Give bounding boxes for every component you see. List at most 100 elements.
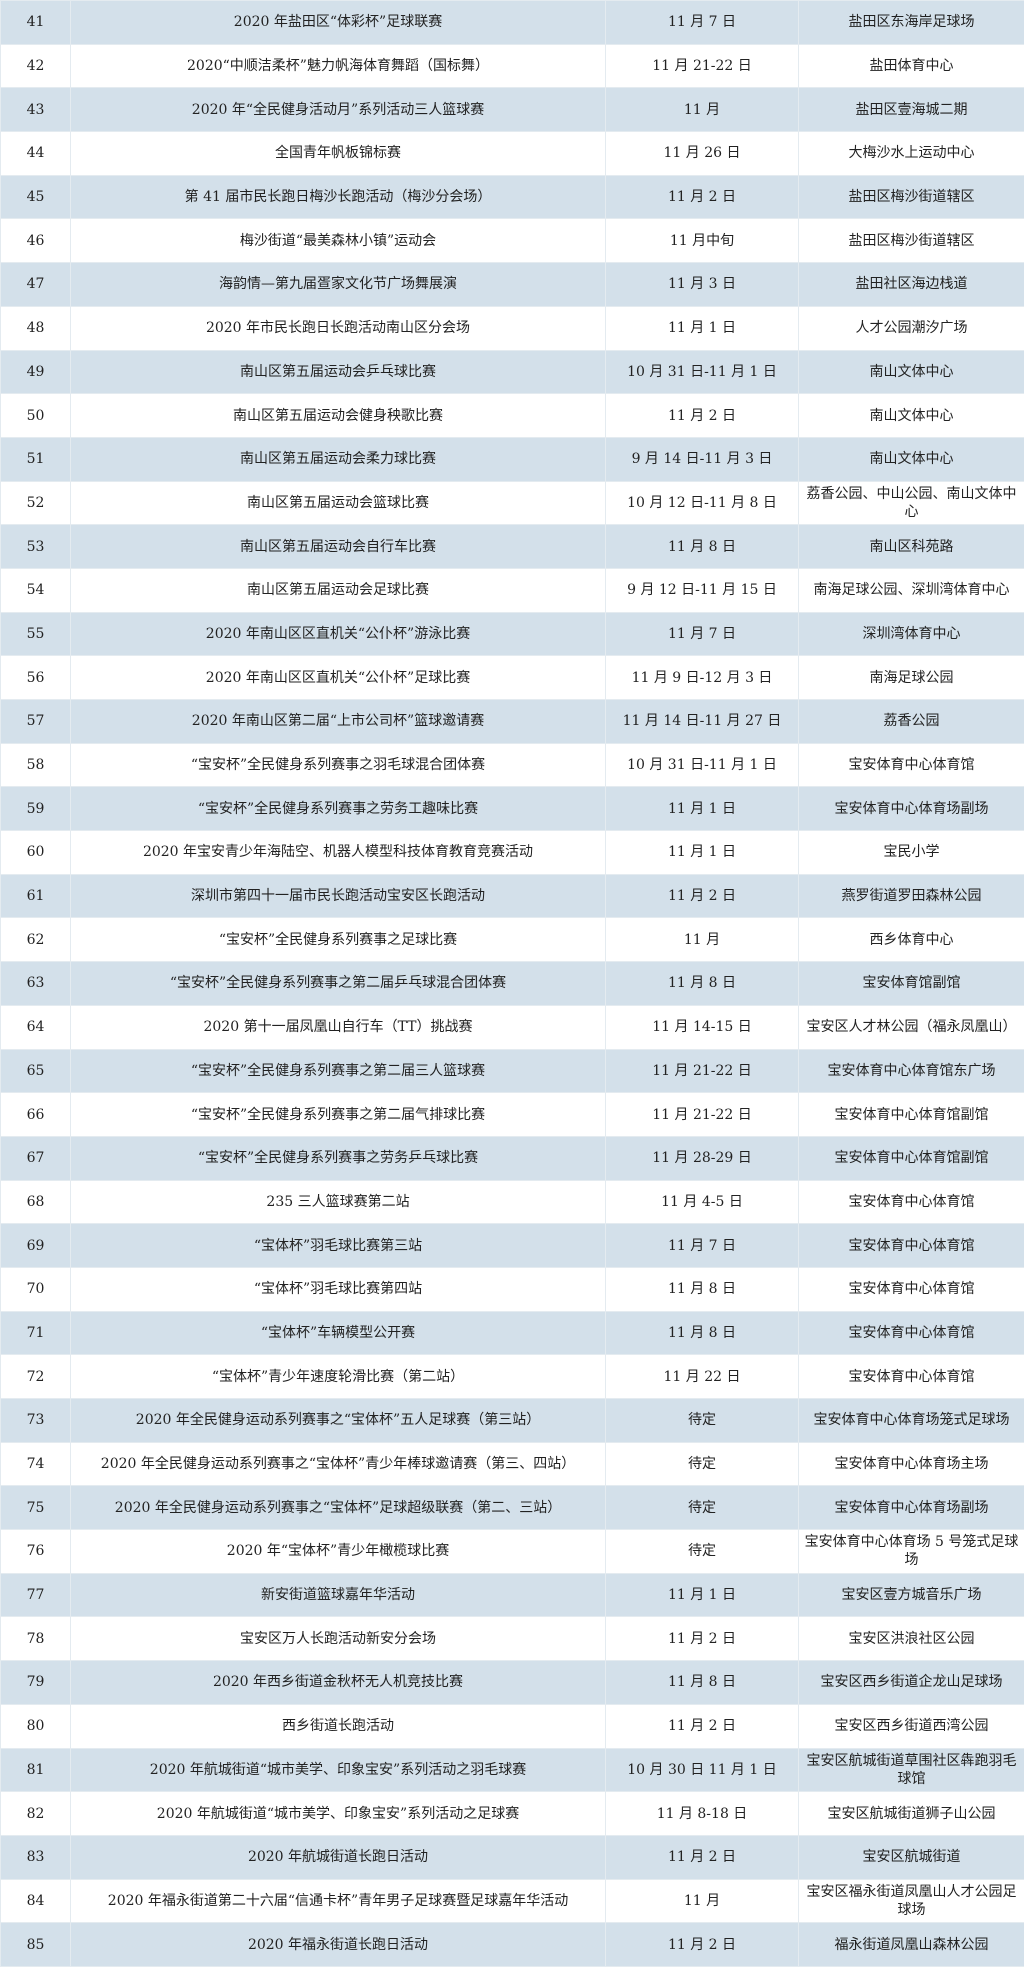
event-name: 南山区第五届运动会足球比赛 <box>71 568 606 612</box>
row-number: 42 <box>1 44 71 88</box>
row-number: 62 <box>1 918 71 962</box>
row-number: 78 <box>1 1617 71 1661</box>
row-number: 76 <box>1 1530 71 1574</box>
row-number: 45 <box>1 175 71 219</box>
event-name: 2020 年航城街道长跑日活动 <box>71 1835 606 1879</box>
event-date: 11 月 14-15 日 <box>606 1005 799 1049</box>
event-venue: 宝安体育中心体育馆 <box>799 1180 1024 1224</box>
event-date: 11 月 4-5 日 <box>606 1180 799 1224</box>
event-date: 9 月 12 日-11 月 15 日 <box>606 568 799 612</box>
event-name: 南山区第五届运动会柔力球比赛 <box>71 437 606 481</box>
event-date: 11 月 3 日 <box>606 263 799 307</box>
event-name: 2020 年“全民健身活动月”系列活动三人篮球赛 <box>71 88 606 132</box>
event-date: 待定 <box>606 1442 799 1486</box>
event-date: 11 月 <box>606 1879 799 1923</box>
event-name: 2020 年盐田区“体彩杯”足球联赛 <box>71 1 606 45</box>
row-number: 58 <box>1 743 71 787</box>
event-venue: 宝安体育中心体育馆 <box>799 743 1024 787</box>
event-name: 新安街道篮球嘉年华活动 <box>71 1573 606 1617</box>
row-number: 63 <box>1 962 71 1006</box>
event-name: 2020 年航城街道“城市美学、印象宝安”系列活动之足球赛 <box>71 1792 606 1836</box>
event-name: 海韵情—第九届疍家文化节广场舞展演 <box>71 263 606 307</box>
event-venue: 西乡体育中心 <box>799 918 1024 962</box>
row-number: 79 <box>1 1661 71 1705</box>
event-name: 2020 年西乡街道金秋杯无人机竞技比赛 <box>71 1661 606 1705</box>
event-date: 11 月 2 日 <box>606 1617 799 1661</box>
row-number: 48 <box>1 306 71 350</box>
event-name: 2020 年宝安青少年海陆空、机器人模型科技体育教育竞赛活动 <box>71 831 606 875</box>
event-name: “宝体杯”青少年速度轮滑比赛（第二站） <box>71 1355 606 1399</box>
event-name: 2020 年全民健身运动系列赛事之“宝体杯”青少年棒球邀请赛（第三、四站） <box>71 1442 606 1486</box>
event-name: 2020 年福永街道长跑日活动 <box>71 1923 606 1967</box>
event-venue: 盐田区东海岸足球场 <box>799 1 1024 45</box>
event-date: 11 月 2 日 <box>606 175 799 219</box>
event-name: 宝安区万人长跑活动新安分会场 <box>71 1617 606 1661</box>
event-date: 11 月 2 日 <box>606 874 799 918</box>
event-name: “宝安杯”全民健身系列赛事之第二届三人篮球赛 <box>71 1049 606 1093</box>
event-venue: 大梅沙水上运动中心 <box>799 132 1024 176</box>
event-name: 深圳市第四十一届市民长跑活动宝安区长跑活动 <box>71 874 606 918</box>
event-venue: 宝安体育中心体育场主场 <box>799 1442 1024 1486</box>
event-date: 11 月 8 日 <box>606 962 799 1006</box>
event-name: 2020 年南山区第二届“上市公司杯”篮球邀请赛 <box>71 700 606 744</box>
event-venue: 宝安体育中心体育场副场 <box>799 1486 1024 1530</box>
event-venue: 宝安体育中心体育场副场 <box>799 787 1024 831</box>
event-date: 11 月 21-22 日 <box>606 1093 799 1137</box>
event-name: 南山区第五届运动会乒乓球比赛 <box>71 350 606 394</box>
event-venue: 宝安体育中心体育馆 <box>799 1224 1024 1268</box>
event-date: 10 月 30 日 11 月 1 日 <box>606 1748 799 1792</box>
row-number: 61 <box>1 874 71 918</box>
event-date: 11 月 8-18 日 <box>606 1792 799 1836</box>
event-name: 2020 年市民长跑日长跑活动南山区分会场 <box>71 306 606 350</box>
event-name: 梅沙街道“最美森林小镇”运动会 <box>71 219 606 263</box>
row-number: 73 <box>1 1399 71 1443</box>
row-number: 56 <box>1 656 71 700</box>
event-name: 2020 年航城街道“城市美学、印象宝安”系列活动之羽毛球赛 <box>71 1748 606 1792</box>
row-number: 67 <box>1 1136 71 1180</box>
event-venue: 宝安体育中心体育馆 <box>799 1267 1024 1311</box>
event-venue: 南山文体中心 <box>799 394 1024 438</box>
row-number: 84 <box>1 1879 71 1923</box>
event-name: “宝安杯”全民健身系列赛事之劳务乒乓球比赛 <box>71 1136 606 1180</box>
event-name: 西乡街道长跑活动 <box>71 1704 606 1748</box>
event-date: 11 月 21-22 日 <box>606 1049 799 1093</box>
event-venue: 盐田社区海边栈道 <box>799 263 1024 307</box>
table-row: 72“宝体杯”青少年速度轮滑比赛（第二站）11 月 22 日宝安体育中心体育馆 <box>1 1355 1024 1399</box>
event-date: 11 月 8 日 <box>606 1267 799 1311</box>
event-venue: 南山区科苑路 <box>799 525 1024 569</box>
row-number: 77 <box>1 1573 71 1617</box>
row-number: 59 <box>1 787 71 831</box>
row-number: 65 <box>1 1049 71 1093</box>
event-name: 2020“中顺洁柔杯”魅力帆海体育舞蹈（国标舞） <box>71 44 606 88</box>
event-date: 11 月 <box>606 918 799 962</box>
event-venue: 宝安体育中心体育馆东广场 <box>799 1049 1024 1093</box>
event-name: 2020 年“宝体杯”青少年橄榄球比赛 <box>71 1530 606 1574</box>
event-date: 11 月 1 日 <box>606 306 799 350</box>
event-venue: 宝安区洪浪社区公园 <box>799 1617 1024 1661</box>
event-venue: 深圳湾体育中心 <box>799 612 1024 656</box>
event-date: 11 月 14 日-11 月 27 日 <box>606 700 799 744</box>
event-venue: 福永街道凤凰山森林公园 <box>799 1923 1024 1967</box>
event-name: 南山区第五届运动会篮球比赛 <box>71 481 606 525</box>
